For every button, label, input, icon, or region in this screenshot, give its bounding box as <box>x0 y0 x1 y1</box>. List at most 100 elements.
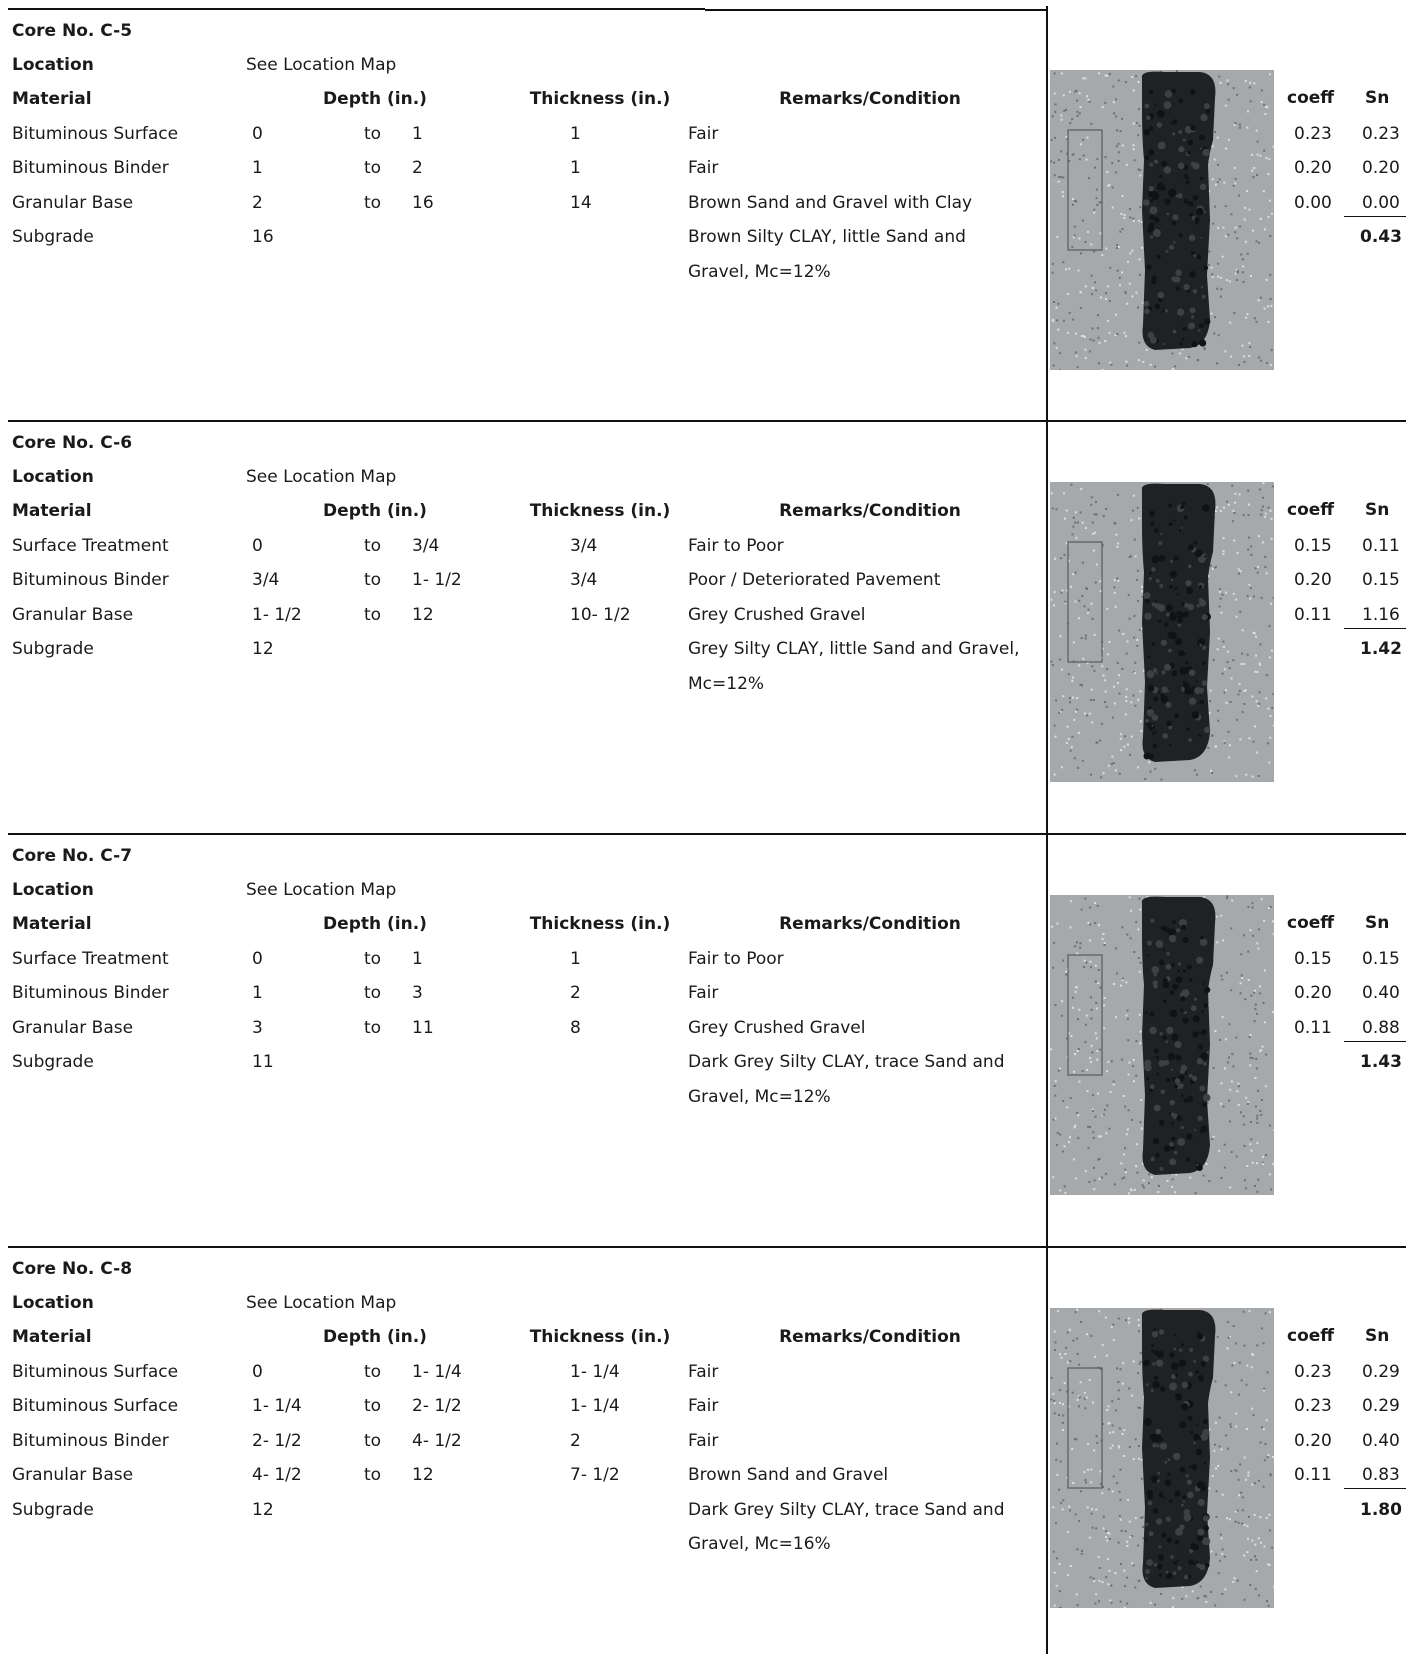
material-header: Material <box>12 1326 92 1348</box>
depth-to-word: to <box>364 1430 381 1452</box>
remarks-cell: Grey Crushed Gravel <box>688 604 865 626</box>
sn-cell: 0.40 <box>1362 982 1400 1004</box>
remarks-cell: Brown Sand and Gravel with Clay <box>688 192 972 214</box>
sn-cell: 1.16 <box>1362 604 1400 626</box>
depth-header: Depth (in.) <box>323 913 427 935</box>
remarks-cell: Fair <box>688 1430 718 1452</box>
material-cell: Bituminous Surface <box>12 123 178 145</box>
remarks-header: Remarks/Condition <box>779 913 961 935</box>
material-cell: Bituminous Surface <box>12 1361 178 1383</box>
remarks-cell: Fair to Poor <box>688 535 784 557</box>
material-cell: Granular Base <box>12 1464 133 1486</box>
core-sample-photo <box>1050 70 1274 370</box>
sn-cell: 0.29 <box>1362 1395 1400 1417</box>
section-rule <box>8 420 225 422</box>
thickness-cell: 2 <box>570 982 581 1004</box>
thickness-cell: 1- 1/4 <box>570 1361 620 1383</box>
depth-to-word: to <box>364 604 381 626</box>
material-header: Material <box>12 500 92 522</box>
remarks-header: Remarks/Condition <box>779 500 961 522</box>
remarks-cell: Brown Sand and Gravel <box>688 1464 888 1486</box>
thickness-cell: 10- 1/2 <box>570 604 631 626</box>
sn-cell: 0.20 <box>1362 157 1400 179</box>
coeff-cell: 0.00 <box>1294 192 1332 214</box>
section-rule <box>8 8 705 10</box>
sn-cell: 0.23 <box>1362 123 1400 145</box>
coeff-cell: 0.15 <box>1294 948 1332 970</box>
remarks-cell: Poor / Deteriorated Pavement <box>688 569 940 591</box>
coeff-cell: 0.15 <box>1294 535 1332 557</box>
depth-from-cell: 1 <box>252 157 263 179</box>
thickness-cell: 7- 1/2 <box>570 1464 620 1486</box>
depth-to-cell: 11 <box>412 1017 434 1039</box>
material-cell: Bituminous Surface <box>12 1395 178 1417</box>
depth-header: Depth (in.) <box>323 1326 427 1348</box>
remarks-cell: Fair to Poor <box>688 948 784 970</box>
depth-to-cell: 12 <box>412 1464 434 1486</box>
depth-to-word: to <box>364 569 381 591</box>
core-title: Core No. C-8 <box>12 1258 132 1280</box>
section-rule <box>705 9 1046 11</box>
core-sample-photo <box>1050 482 1274 782</box>
sn-cell: 0.83 <box>1362 1464 1400 1486</box>
material-cell: Subgrade <box>12 638 94 660</box>
depth-from-cell: 0 <box>252 123 263 145</box>
thickness-header: Thickness (in.) <box>530 1326 671 1348</box>
coeff-cell: 0.20 <box>1294 1430 1332 1452</box>
section-rule <box>8 1246 225 1248</box>
sn-total: 1.43 <box>1360 1051 1402 1073</box>
material-cell: Subgrade <box>12 1051 94 1073</box>
depth-to-cell: 1 <box>412 948 423 970</box>
depth-header: Depth (in.) <box>323 88 427 110</box>
material-cell: Granular Base <box>12 1017 133 1039</box>
sn-sum-underline <box>1344 1041 1406 1042</box>
depth-from-cell: 3 <box>252 1017 263 1039</box>
depth-to-word: to <box>364 123 381 145</box>
location-value: See Location Map <box>246 54 396 76</box>
material-cell: Surface Treatment <box>12 948 169 970</box>
thickness-cell: 3/4 <box>570 535 597 557</box>
coeff-cell: 0.11 <box>1294 1017 1332 1039</box>
depth-to-cell: 2- 1/2 <box>412 1395 462 1417</box>
section-rule <box>1046 833 1406 835</box>
depth-from-cell: 12 <box>252 638 274 660</box>
location-value: See Location Map <box>246 466 396 488</box>
sn-cell: 0.88 <box>1362 1017 1400 1039</box>
depth-to-cell: 3 <box>412 982 423 1004</box>
remarks-cell: Brown Silty CLAY, little Sand and <box>688 226 966 248</box>
coeff-header: coeff <box>1287 499 1334 521</box>
remarks-cell: Fair <box>688 1361 718 1383</box>
sn-header: Sn <box>1365 1325 1389 1347</box>
material-header: Material <box>12 88 92 110</box>
remarks-cell: Gravel, Mc=16% <box>688 1533 831 1555</box>
material-cell: Bituminous Binder <box>12 1430 169 1452</box>
sn-total: 1.80 <box>1360 1499 1402 1521</box>
core-sample-photo <box>1050 1308 1274 1608</box>
depth-to-word: to <box>364 157 381 179</box>
depth-from-cell: 1- 1/4 <box>252 1395 302 1417</box>
coeff-cell: 0.23 <box>1294 1361 1332 1383</box>
depth-from-cell: 11 <box>252 1051 274 1073</box>
coeff-cell: 0.11 <box>1294 1464 1332 1486</box>
material-cell: Subgrade <box>12 226 94 248</box>
depth-to-word: to <box>364 982 381 1004</box>
remarks-cell: Grey Crushed Gravel <box>688 1017 865 1039</box>
thickness-header: Thickness (in.) <box>530 913 671 935</box>
depth-to-word: to <box>364 1395 381 1417</box>
coeff-header: coeff <box>1287 87 1334 109</box>
remarks-cell: Grey Silty CLAY, little Sand and Gravel, <box>688 638 1019 660</box>
thickness-cell: 8 <box>570 1017 581 1039</box>
coeff-header: coeff <box>1287 1325 1334 1347</box>
thickness-header: Thickness (in.) <box>530 500 671 522</box>
remarks-cell: Dark Grey Silty CLAY, trace Sand and <box>688 1051 1005 1073</box>
material-header: Material <box>12 913 92 935</box>
depth-to-cell: 2 <box>412 157 423 179</box>
coeff-cell: 0.20 <box>1294 569 1332 591</box>
location-value: See Location Map <box>246 1292 396 1314</box>
sn-header: Sn <box>1365 87 1389 109</box>
depth-to-word: to <box>364 192 381 214</box>
location-label: Location <box>12 879 94 901</box>
sn-sum-underline <box>1344 628 1406 629</box>
thickness-cell: 1 <box>570 948 581 970</box>
